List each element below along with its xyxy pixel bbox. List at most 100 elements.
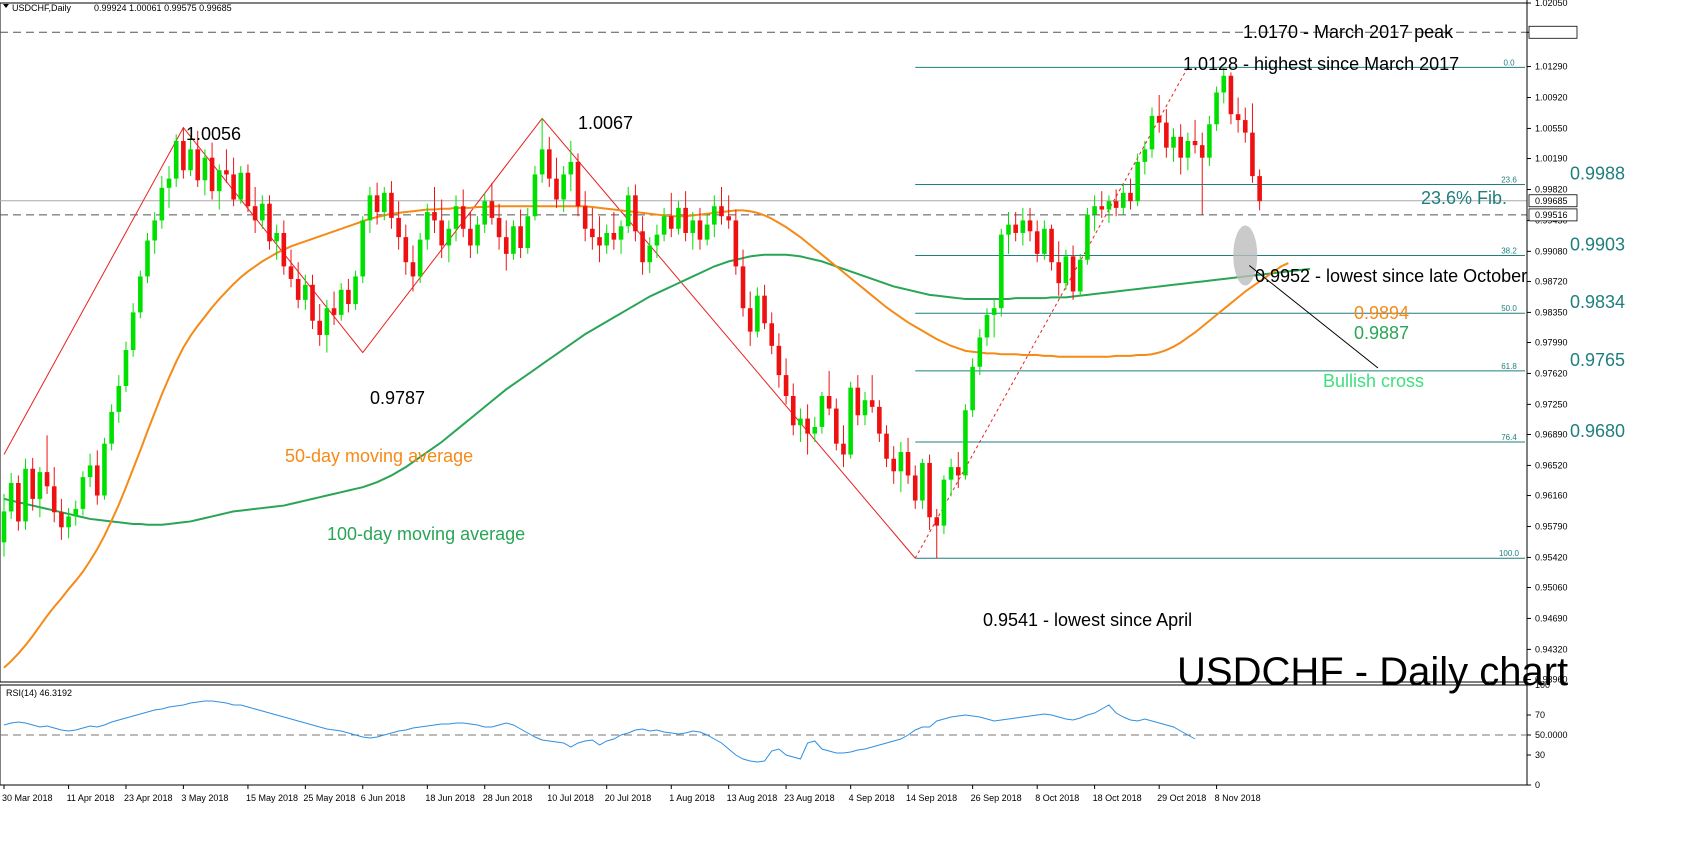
candle-body (446, 228, 452, 246)
candle-body (920, 462, 925, 501)
candle (59, 498, 64, 540)
candle (747, 291, 753, 346)
price-tick-label: 0.96160 (1535, 491, 1568, 501)
rsi-panel: RSI(14) 46.3192 100 70 50.0000 30 0 (0, 680, 1568, 790)
candle-body (30, 468, 35, 499)
candle (1185, 132, 1191, 171)
candle-body (37, 472, 43, 499)
candle (877, 400, 882, 443)
rsi-line (3, 700, 1196, 763)
candle-body (805, 418, 810, 434)
candle-body (532, 174, 538, 217)
candle-body (661, 216, 667, 235)
candle-body (396, 217, 401, 238)
candle-body (1156, 115, 1162, 123)
price-tick-label: 0.95790 (1535, 521, 1568, 531)
candle-body (1135, 161, 1140, 202)
candle-body (274, 232, 279, 242)
candle (109, 404, 114, 451)
candle-body (798, 418, 803, 426)
price-tick-label: 1.01290 (1535, 62, 1568, 72)
candle (1242, 107, 1248, 143)
candle-body (927, 462, 932, 518)
candle-body (963, 410, 968, 476)
candle (30, 457, 35, 511)
candle (1156, 94, 1162, 133)
candle-body (23, 468, 28, 522)
annotation-july-peak: 1.0067 (578, 113, 633, 133)
candle-body (346, 289, 351, 305)
candle-body (625, 195, 631, 227)
candle-body (912, 475, 918, 501)
candle (834, 398, 839, 451)
candle (1192, 120, 1198, 154)
candle (805, 404, 810, 455)
fibonacci-retracement: 0.0 23.6 0.9988 38.2 0.9903 50.0 0.9834 61.8 0.9… (915, 58, 1625, 559)
candle-body (1192, 140, 1198, 146)
candle (1164, 109, 1169, 158)
candle-body (152, 220, 157, 241)
candle (202, 149, 208, 196)
candle-body (747, 308, 753, 332)
candle (460, 189, 466, 238)
candle-body (1214, 92, 1219, 125)
candle-body (496, 217, 502, 238)
candle (1099, 191, 1105, 218)
candle (948, 458, 954, 497)
candle-body (726, 216, 731, 221)
candle (819, 391, 825, 434)
price-tick-label: 0.96520 (1535, 460, 1568, 470)
annotation-march-2017-peak: 1.0170 - March 2017 peak (1243, 22, 1454, 42)
candle (1250, 103, 1255, 183)
time-tick-label: 28 Jun 2018 (483, 793, 533, 803)
rsi-tick-label: 0 (1535, 780, 1540, 790)
candle (625, 186, 631, 233)
candle (403, 224, 409, 275)
candle-body (317, 320, 322, 335)
candle (970, 358, 975, 417)
candle (353, 270, 358, 310)
time-tick-label: 20 Jul 2018 (605, 793, 652, 803)
candle (1013, 212, 1018, 242)
candle (554, 157, 559, 208)
candle-body (783, 375, 789, 397)
candle-body (1013, 224, 1018, 233)
candle-body (1070, 256, 1076, 292)
candle-body (712, 206, 717, 225)
candle-body (503, 237, 509, 254)
candle (37, 467, 43, 518)
candle-body (231, 174, 236, 200)
candle (439, 199, 444, 259)
candle-body (353, 276, 358, 305)
ma100-line (3, 253, 1310, 526)
candle-body (1085, 214, 1090, 260)
support-price-label: 0.99516 (1535, 210, 1568, 220)
candle (417, 232, 423, 284)
candle (496, 203, 502, 250)
candle (173, 134, 179, 187)
candle-body (1250, 132, 1255, 177)
candle-body (1242, 120, 1248, 133)
candle-body (640, 231, 645, 263)
candle (66, 508, 71, 539)
candle-body (1106, 201, 1112, 210)
candle-body (1006, 224, 1011, 235)
candle-body (934, 517, 940, 526)
candle (209, 142, 215, 200)
candle (575, 153, 581, 217)
candle-body (539, 149, 545, 175)
candle-body (166, 178, 172, 188)
candle-body (776, 345, 782, 376)
annotation-june-low: 0.9787 (370, 388, 425, 408)
candle (23, 458, 28, 530)
candle-body (597, 237, 602, 246)
candle (697, 207, 703, 250)
candle-body (432, 212, 437, 221)
candle-body (216, 170, 222, 192)
candle (274, 224, 279, 260)
candle-body (683, 207, 688, 233)
candle (1135, 153, 1140, 207)
candle (561, 166, 566, 213)
candle-body (310, 284, 315, 321)
